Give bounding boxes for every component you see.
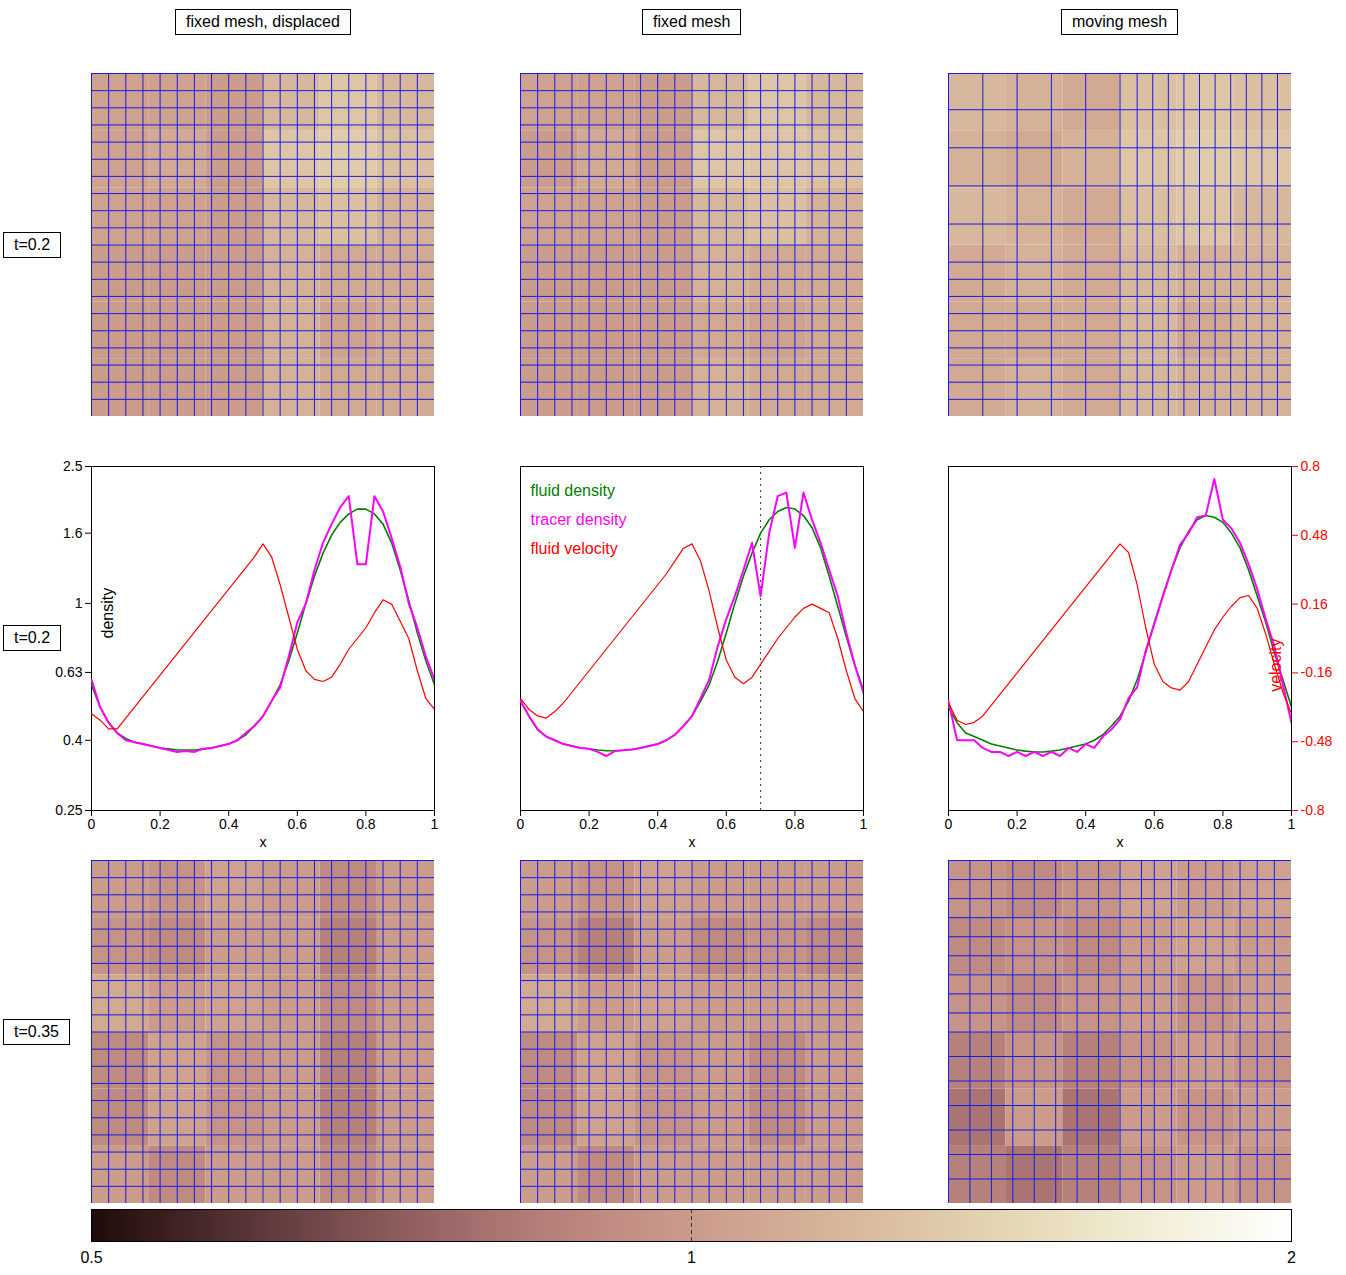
svg-text:0.6: 0.6 bbox=[1145, 816, 1165, 832]
html-text:moving mesh: moving mesh bbox=[1072, 13, 1168, 30]
svg-text:0.8: 0.8 bbox=[785, 816, 805, 832]
svg-text:0.8: 0.8 bbox=[1213, 816, 1233, 832]
svg-text:0.63: 0.63 bbox=[55, 664, 82, 680]
svg-text:density: density bbox=[99, 588, 116, 639]
svg-text:1.6: 1.6 bbox=[63, 525, 83, 541]
svg-text:0: 0 bbox=[88, 816, 96, 832]
svg-text:0.4: 0.4 bbox=[219, 816, 239, 832]
svg-text:0.4: 0.4 bbox=[63, 732, 83, 748]
svg-text:-0.8: -0.8 bbox=[1301, 802, 1325, 818]
html-text:t=0.35: t=0.35 bbox=[14, 1023, 59, 1040]
svg-text:0.8: 0.8 bbox=[1301, 458, 1321, 474]
html-text:fixed mesh: fixed mesh bbox=[653, 13, 731, 30]
svg-text:0.8: 0.8 bbox=[356, 816, 376, 832]
svg-text:fluid velocity: fluid velocity bbox=[531, 540, 618, 557]
svg-text:x: x bbox=[260, 834, 267, 850]
svg-text:0.6: 0.6 bbox=[288, 816, 308, 832]
svg-text:0.2: 0.2 bbox=[1007, 816, 1027, 832]
svg-text:1: 1 bbox=[687, 1249, 696, 1266]
svg-text:x: x bbox=[1117, 834, 1124, 850]
svg-text:-0.48: -0.48 bbox=[1301, 733, 1333, 749]
svg-text:0.4: 0.4 bbox=[1076, 816, 1096, 832]
html-text:fixed mesh, displaced: fixed mesh, displaced bbox=[186, 13, 340, 30]
svg-text:2: 2 bbox=[1287, 1249, 1296, 1266]
svg-text:0.48: 0.48 bbox=[1301, 527, 1328, 543]
html-text:t=0.2: t=0.2 bbox=[14, 629, 50, 646]
svg-text:0.5: 0.5 bbox=[80, 1249, 102, 1266]
svg-text:tracer density: tracer density bbox=[531, 511, 627, 528]
svg-text:0.2: 0.2 bbox=[579, 816, 599, 832]
svg-text:0: 0 bbox=[945, 816, 953, 832]
svg-text:1: 1 bbox=[431, 816, 439, 832]
svg-text:2.5: 2.5 bbox=[63, 458, 83, 474]
svg-text:1: 1 bbox=[860, 816, 868, 832]
svg-text:0.2: 0.2 bbox=[150, 816, 170, 832]
svg-text:0: 0 bbox=[517, 816, 525, 832]
svg-text:0.6: 0.6 bbox=[717, 816, 737, 832]
svg-text:0.16: 0.16 bbox=[1301, 596, 1328, 612]
svg-text:-0.16: -0.16 bbox=[1301, 664, 1333, 680]
svg-text:0.4: 0.4 bbox=[648, 816, 668, 832]
svg-text:velocity: velocity bbox=[1267, 639, 1284, 692]
svg-text:0.25: 0.25 bbox=[55, 802, 82, 818]
svg-text:x: x bbox=[689, 834, 696, 850]
svg-text:1: 1 bbox=[75, 595, 83, 611]
svg-text:fluid density: fluid density bbox=[531, 482, 616, 499]
svg-text:1: 1 bbox=[1288, 816, 1296, 832]
html-text:t=0.2: t=0.2 bbox=[14, 236, 50, 253]
